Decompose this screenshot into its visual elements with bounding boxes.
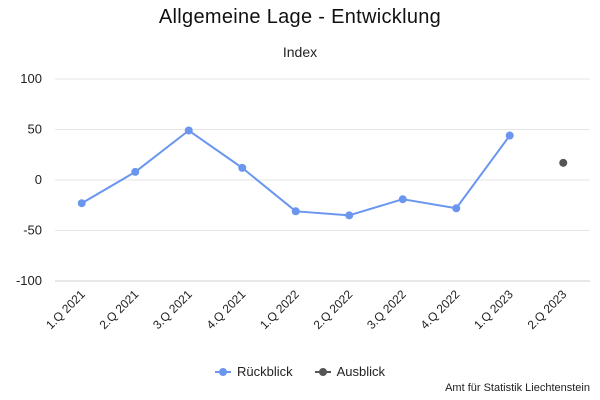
data-point[interactable] — [131, 167, 140, 176]
y-tick-label: 100 — [20, 71, 42, 86]
data-point[interactable] — [238, 163, 247, 172]
legend-swatch-rueckblick — [214, 367, 231, 377]
legend-item-rueckblick[interactable]: Rückblick — [214, 364, 293, 379]
y-tick-label: -50 — [23, 223, 42, 238]
data-point[interactable] — [291, 207, 300, 216]
chart-subtitle: Index — [282, 44, 318, 60]
x-tick-label: 2.Q 2021 — [97, 287, 142, 332]
y-tick-label: 50 — [28, 122, 42, 137]
x-tick-label: 3.Q 2021 — [150, 287, 195, 332]
data-point[interactable] — [184, 126, 193, 135]
x-tick-label: 4.Q 2021 — [204, 287, 249, 332]
data-point[interactable] — [505, 131, 514, 140]
legend-label-ausblick: Ausblick — [336, 364, 386, 379]
x-tick-label: 1.Q 2021 — [43, 287, 88, 332]
data-point[interactable] — [398, 195, 407, 204]
data-point[interactable] — [452, 204, 461, 213]
series-line-0 — [81, 129, 511, 217]
y-tick-label: 0 — [35, 172, 42, 187]
y-tick-label: -100 — [16, 273, 42, 288]
legend-label-rueckblick: Rückblick — [236, 364, 293, 379]
chart-legend: Rückblick Ausblick — [0, 364, 600, 379]
source-credit: Amt für Statistik Liechtenstein — [445, 382, 590, 394]
x-tick-label: 2.Q 2022 — [311, 287, 356, 332]
data-point[interactable] — [345, 211, 354, 220]
chart-title: Allgemeine Lage - Entwicklung — [158, 6, 442, 28]
legend-swatch-ausblick — [314, 367, 331, 377]
legend-item-ausblick[interactable]: Ausblick — [314, 364, 386, 379]
x-tick-label: 2.Q 2023 — [525, 287, 570, 332]
x-tick-label: 1.Q 2023 — [471, 287, 516, 332]
x-tick-label: 3.Q 2022 — [364, 287, 409, 332]
x-tick-label: 4.Q 2022 — [418, 287, 463, 332]
x-tick-label: 1.Q 2022 — [257, 287, 302, 332]
data-point[interactable] — [77, 199, 86, 208]
data-point[interactable] — [559, 158, 568, 167]
